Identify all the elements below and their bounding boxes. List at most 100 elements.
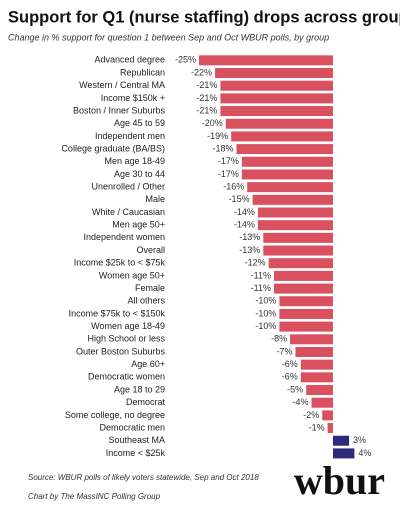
bar [322,410,333,421]
value-label: -13% [239,232,260,242]
category-label: High School or less [87,334,165,344]
bar [279,296,333,307]
bar [257,220,333,231]
chart-title: Support for Q1 (nurse staffing) drops ac… [8,8,400,26]
value-label: -14% [234,220,255,230]
category-label: Age 18 to 29 [114,384,165,394]
value-label: -22% [191,67,212,77]
category-label: Democratic men [99,422,165,432]
bar [279,308,333,319]
category-label: Age 60+ [131,359,165,369]
bar [220,80,333,91]
value-label: -16% [223,182,244,192]
value-label: -6% [282,372,298,382]
logo: wbur [294,458,385,503]
category-label: Independent men [95,131,165,141]
bar [236,144,333,155]
value-label: -4% [293,397,309,407]
value-label: -11% [251,283,271,293]
value-label: -19% [207,131,228,141]
category-label: Income $150k + [101,93,165,103]
category-label: Democrat [126,397,166,407]
bar [225,118,333,129]
bar [327,423,333,434]
value-label: -5% [287,384,303,394]
value-label: 3% [353,435,366,445]
credit-note: Chart by The MassINC Polling Group [28,492,161,501]
category-label: Income $75k to < $150k [69,308,166,318]
value-label: -15% [229,194,250,204]
value-label: -21% [196,105,217,115]
category-label: Men age 18-49 [104,156,165,166]
category-label: Female [135,283,165,293]
value-label: -20% [202,118,223,128]
bar [332,448,355,459]
chart-subtitle: Change in % support for question 1 betwe… [8,32,329,42]
category-label: All others [127,296,165,306]
value-label: -11% [251,270,271,280]
bar [220,93,333,104]
category-label: Southeast MA [108,435,165,445]
bar [257,207,333,218]
value-label: -17% [218,169,239,179]
bar [241,156,333,167]
category-label: Women age 50+ [99,270,165,280]
bar [300,372,333,383]
category-label: Western / Central MA [79,80,165,90]
bar [274,283,333,294]
value-label: -7% [276,346,292,356]
category-label: Democratic women [88,372,165,382]
category-label: Age 45 to 59 [114,118,165,128]
category-label: Women age 18-49 [91,321,165,331]
bar [263,232,333,243]
bar [199,55,333,66]
category-label: Age 30 to 44 [114,169,165,179]
category-label: Male [145,194,165,204]
bar [241,169,333,180]
value-label: -21% [196,93,217,103]
bar [268,258,333,269]
value-label: -2% [303,410,319,420]
value-label: 4% [358,448,371,458]
value-label: -8% [271,334,287,344]
value-label: -18% [212,143,233,153]
value-label: -25% [175,55,196,65]
category-label: College graduate (BA/BS) [61,143,165,153]
value-label: -13% [239,245,260,255]
bar [263,245,333,256]
bar [290,334,333,345]
bar [300,359,333,370]
bar [215,68,333,79]
bar [332,435,350,446]
bar [252,194,333,205]
category-label: Outer Boston Suburbs [76,346,166,356]
category-label: Men age 50+ [112,220,165,230]
category-label: Income $25k to < $75k [74,258,166,268]
bar [220,106,333,117]
category-label: Republican [120,67,165,77]
value-label: -14% [234,207,255,217]
value-label: -21% [196,80,217,90]
value-label: -10% [255,308,276,318]
category-label: Income < $25k [106,448,166,458]
value-label: -10% [255,321,276,331]
category-label: Overall [136,245,165,255]
value-label: -1% [309,422,325,432]
value-label: -12% [245,258,266,268]
bar [306,385,333,396]
bar [279,321,333,332]
value-label: -10% [255,296,276,306]
bar [247,182,333,193]
bar [295,346,333,357]
category-label: Some college, no degree [65,410,165,420]
bar [274,270,333,281]
value-label: -17% [218,156,239,166]
value-label: -6% [282,359,298,369]
category-label: Advanced degree [94,55,165,65]
source-note: Source: WBUR polls of likely voters stat… [28,473,259,482]
category-label: Unenrolled / Other [91,182,165,192]
bar [231,131,333,142]
bar [311,397,333,408]
category-label: Independent women [83,232,165,242]
